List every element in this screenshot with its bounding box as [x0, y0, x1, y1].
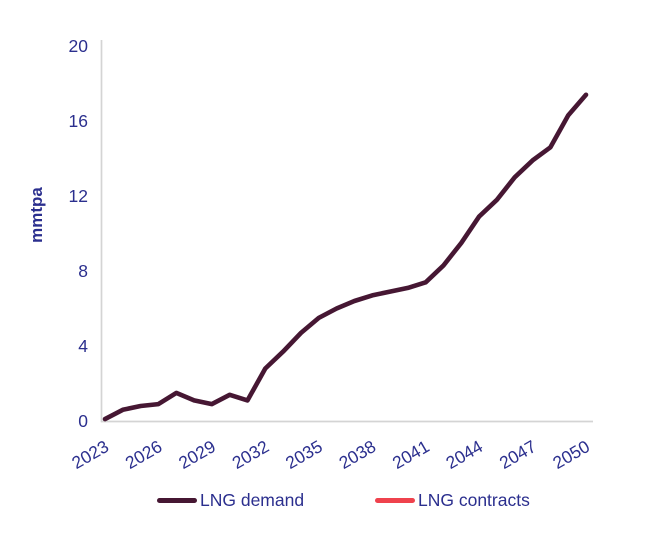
x-tick-label: 2041 — [389, 436, 433, 473]
x-tick-label: 2038 — [336, 436, 380, 473]
lng-contracts-line-swatch — [375, 497, 415, 503]
x-tick-label: 2023 — [68, 436, 112, 473]
lng-demand-line-swatch — [157, 497, 197, 503]
y-tick-label: 12 — [69, 186, 88, 206]
legend-label-lng-contracts: LNG contracts — [418, 489, 530, 510]
y-tick-label: 0 — [78, 411, 88, 431]
x-tick-label: 2029 — [175, 436, 219, 473]
legend: LNG demand LNG contracts — [0, 489, 655, 513]
y-tick-label: 4 — [78, 336, 88, 356]
y-tick-label: 8 — [78, 261, 88, 281]
series-line-lng-demand — [102, 92, 589, 422]
x-tick-label: 2047 — [496, 436, 540, 473]
x-tick-label: 2050 — [549, 436, 593, 473]
y-tick-label: 20 — [69, 36, 89, 56]
y-tick-label: 16 — [69, 111, 88, 131]
x-tick-label: 2035 — [282, 436, 326, 473]
x-tick-label: 2044 — [442, 436, 486, 473]
legend-label-lng-demand: LNG demand — [200, 489, 305, 510]
legend-item-lng-demand: LNG demand — [157, 489, 304, 511]
x-tick-label: 2032 — [229, 436, 273, 473]
x-tick-label: 2026 — [122, 436, 166, 473]
legend-item-lng-contracts: LNG contracts — [375, 489, 530, 511]
